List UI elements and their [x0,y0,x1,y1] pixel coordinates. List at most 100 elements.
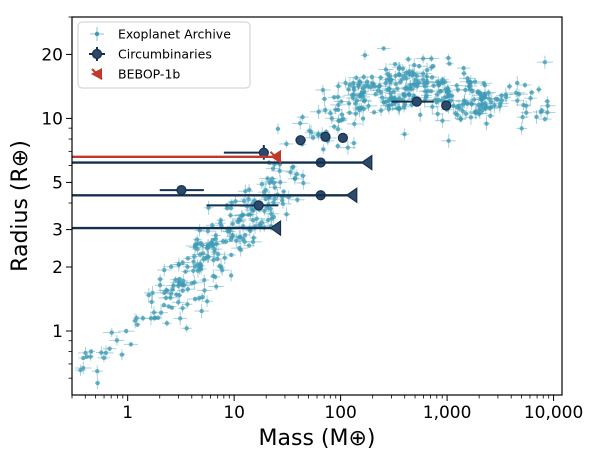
archive-point [468,115,474,120]
archive-point [383,80,388,86]
archive-point [161,302,167,308]
archive-point [265,217,271,223]
archive-point [524,110,529,115]
archive-point [250,239,256,245]
legend-bebop-cross [91,68,103,80]
archive-point [278,180,283,185]
x-tick-label: 100 [324,403,356,423]
legend: Exoplanet Archive Circumbinaries BEBOP-1b [77,21,251,89]
archive-point [198,261,203,267]
circumbinary-point [295,135,306,146]
archive-point [545,110,550,115]
archive-point [463,87,468,93]
archive-point [230,234,235,239]
archive-point [222,255,227,261]
archive-point [529,90,534,95]
archive-point [213,233,219,238]
archive-point [347,110,352,115]
archive-point [134,315,139,321]
archive-point [243,189,248,194]
archive-point [163,295,169,301]
archive-point [337,118,342,123]
archive-point [404,70,409,76]
archive-point [351,140,357,146]
archive-point [88,354,93,359]
archive-point [429,75,435,80]
archive-point [206,205,211,211]
archive-point [254,216,259,221]
archive-point [352,121,357,127]
archive-point [123,328,129,334]
archive-point [480,101,485,107]
archive-point [538,109,544,115]
archive-point [472,79,478,84]
archive-point [499,93,504,98]
archive-point [202,288,207,293]
archive-point [155,315,161,320]
archive-point [191,259,196,264]
archive-point [484,103,489,109]
archive-point [393,81,399,87]
archive-point [176,300,181,305]
archive-point [220,267,225,273]
archive-point [178,316,183,321]
archive-point [264,205,270,210]
archive-point [171,283,176,288]
circumbinary-point [176,185,187,196]
archive-point [435,111,440,117]
archive-point [446,138,451,143]
archive-point [401,73,407,79]
archive-point [455,87,461,93]
archive-point [234,238,239,243]
archive-point [534,114,539,120]
archive-point [420,77,426,82]
archive-point [173,277,178,282]
archive-point [148,316,154,321]
archive-point [220,239,226,244]
archive-point [480,107,485,113]
archive-point [329,116,335,121]
archive-point [411,71,417,76]
archive-point [489,99,494,105]
archive-point [378,108,384,113]
circumbinary-limit-marker [269,219,282,237]
archive-point [363,83,368,88]
archive-point [307,128,312,133]
archive-point [170,287,175,292]
archive-point [246,243,252,248]
archive-point [162,267,167,273]
archive-point [114,338,120,343]
archive-point [361,90,366,96]
archive-point [196,296,202,301]
archive-point [205,228,211,234]
archive-point [339,112,345,117]
archive-point [360,116,366,121]
archive-point [486,96,492,101]
archive-point [362,53,368,58]
archive-point [451,103,456,108]
archive-point [346,87,351,92]
legend-archive-marker [94,31,100,37]
archive-point [361,98,367,104]
archive-point [421,81,427,86]
circumbinary-point [337,132,348,143]
archive-point [298,121,303,126]
archive-point [250,207,256,213]
circumbinary-point [320,131,331,142]
archive-point [179,282,185,287]
archive-point [373,92,378,97]
archive-point [177,276,182,282]
archive-point [213,236,218,242]
archive-point [351,80,356,86]
archive-point [461,71,467,76]
archive-point [397,96,402,101]
archive-point [218,221,223,226]
archive-point [545,103,550,108]
archive-point [456,103,462,109]
archive-point [396,107,402,112]
archive-point [471,97,477,102]
archive-point [176,262,182,267]
archive-point [378,89,384,95]
x-tick-label: 10 [223,403,245,423]
archive-point [361,74,366,80]
